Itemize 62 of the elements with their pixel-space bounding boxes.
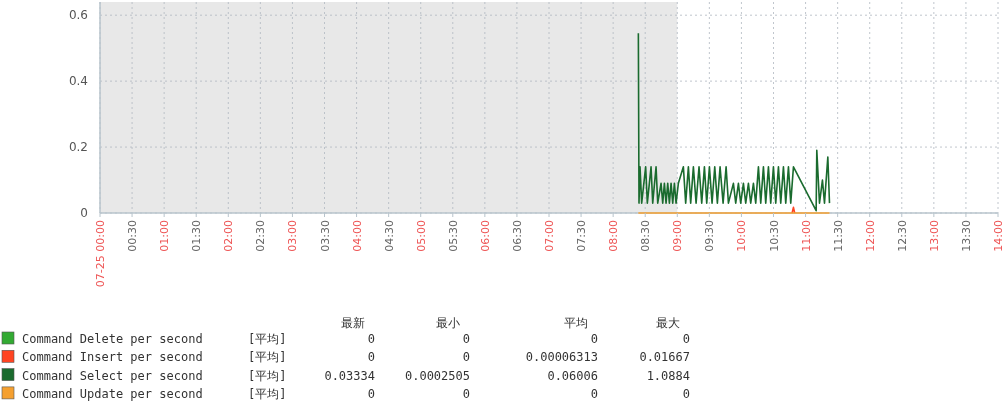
- x-tick-label: 04:30: [382, 220, 396, 252]
- text: 0.03334: [324, 368, 375, 383]
- x-tick-label: 06:30: [510, 220, 524, 252]
- x-tick-label: 01:00: [158, 220, 172, 252]
- text: 0: [682, 332, 690, 346]
- text: 0.01667: [639, 350, 690, 365]
- x-tick-label: 07:30: [575, 220, 589, 252]
- x-tick-label: 14:00: [992, 220, 1005, 252]
- text: 0: [462, 350, 470, 365]
- text: [平均]: [248, 332, 287, 346]
- x-tick-label: 10:30: [767, 220, 781, 252]
- legend-label: Command Update per second: [22, 386, 203, 401]
- x-tick-label: 07-25 00:00: [94, 220, 107, 288]
- text: [平均]: [248, 368, 287, 383]
- x-tick-label: 01:30: [190, 220, 204, 252]
- legend-label: Command Insert per second: [22, 350, 203, 365]
- line-series: [637, 32, 831, 212]
- x-tick-label: 07:00: [543, 220, 556, 252]
- text: 0: [462, 386, 470, 401]
- x-tick-label: 11:00: [799, 220, 813, 252]
- x-tick-label: 08:00: [607, 220, 621, 252]
- text: 0: [367, 332, 375, 346]
- x-tick-label: 03:00: [286, 220, 300, 252]
- text: 0: [367, 350, 375, 365]
- text: 最小: [436, 316, 460, 330]
- text: 0: [462, 332, 470, 346]
- text: 0.0002505: [404, 368, 470, 383]
- y-tick-label: 0.4: [68, 74, 88, 89]
- legend-label: Command Delete per second: [22, 332, 203, 346]
- x-tick-label: 02:30: [254, 220, 268, 252]
- text: 1.0884: [646, 368, 690, 383]
- x-tick-label: 05:30: [446, 220, 460, 252]
- x-tick-label: 10:00: [735, 220, 749, 252]
- y-tick-label: 0.6: [68, 8, 88, 23]
- x-tick-label: 09:30: [703, 220, 717, 252]
- x-tick-label: 06:00: [478, 220, 492, 252]
- text: 0.06006: [547, 368, 598, 383]
- text: [平均]: [248, 386, 287, 401]
- x-tick-label: 12:30: [895, 220, 909, 252]
- text: 最大: [656, 316, 680, 330]
- x-tick-label: 05:00: [414, 220, 428, 252]
- x-tick-label: 00:30: [126, 220, 140, 252]
- x-tick-label: 02:00: [222, 220, 236, 252]
- x-tick-label: 09:00: [671, 220, 685, 252]
- y-tick-label: 0: [80, 206, 88, 221]
- text: 平均: [564, 316, 588, 330]
- text: 0: [590, 332, 598, 346]
- text: 0: [367, 386, 375, 401]
- text: [平均]: [248, 350, 287, 365]
- x-tick-label: 11:30: [831, 220, 845, 252]
- x-tick-label: 13:00: [927, 220, 941, 252]
- text: 0: [682, 386, 690, 401]
- x-tick-label: 03:30: [318, 220, 332, 252]
- x-tick-label: 08:30: [639, 220, 653, 252]
- legend-label: Command Select per second: [22, 368, 203, 383]
- x-tick-label: 12:00: [863, 220, 877, 252]
- text: 0.00006313: [525, 350, 598, 365]
- text: 最新: [341, 316, 365, 330]
- text: 0: [590, 386, 598, 401]
- x-tick-label: 04:00: [350, 220, 364, 252]
- x-tick-label: 13:30: [959, 220, 973, 252]
- y-tick-label: 0.2: [68, 140, 88, 155]
